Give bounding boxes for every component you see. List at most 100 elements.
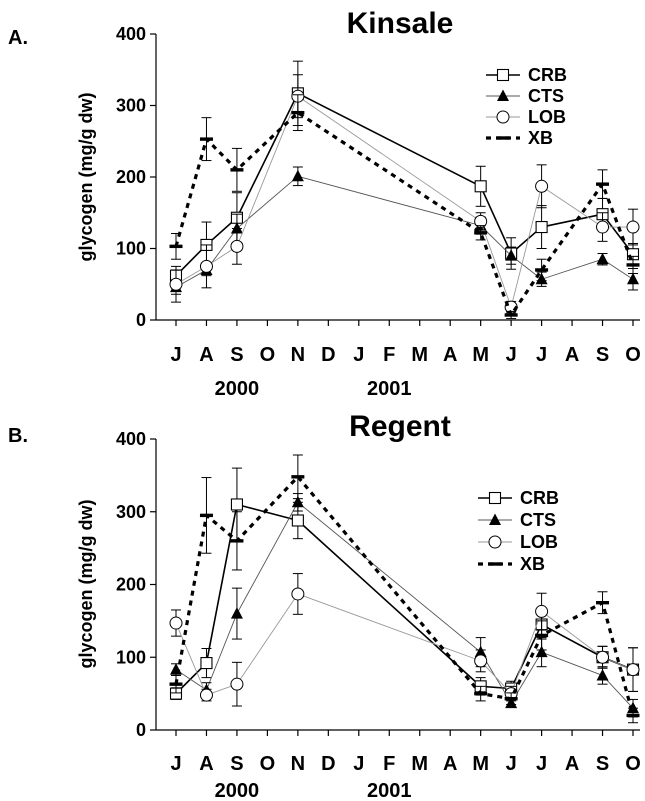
legend-label: CRB bbox=[528, 65, 567, 85]
series-line bbox=[174, 475, 635, 716]
legend-marker bbox=[496, 110, 510, 124]
chart-title: Regent bbox=[349, 410, 451, 443]
series-line bbox=[175, 175, 634, 288]
x-tick-label: O bbox=[260, 344, 276, 366]
series-xb bbox=[169, 94, 640, 320]
data-point bbox=[199, 513, 213, 518]
series-line bbox=[174, 111, 635, 317]
x-tick-label: O bbox=[625, 753, 641, 775]
x-tick-label: A bbox=[199, 344, 213, 366]
series-xb bbox=[169, 454, 640, 724]
data-point bbox=[626, 220, 640, 234]
legend-marker bbox=[496, 68, 510, 82]
data-point bbox=[169, 682, 183, 686]
x-tick-label: M bbox=[411, 753, 428, 775]
data-point bbox=[474, 180, 487, 193]
x-tick-label: J bbox=[506, 344, 517, 366]
data-point bbox=[291, 495, 304, 508]
y-tick-label: 300 bbox=[116, 96, 146, 116]
data-point bbox=[169, 277, 183, 291]
series-lob bbox=[169, 74, 640, 314]
x-tick-label: S bbox=[230, 753, 243, 775]
y-tick-label: 100 bbox=[116, 647, 146, 667]
x-tick-label: M bbox=[472, 753, 489, 775]
legend-marker bbox=[489, 513, 501, 525]
x-tick-label: S bbox=[596, 344, 609, 366]
y-tick-label: 300 bbox=[116, 502, 146, 522]
data-point bbox=[170, 663, 182, 675]
data-point bbox=[291, 110, 305, 115]
data-point bbox=[291, 475, 305, 479]
x-tick-label: M bbox=[472, 344, 489, 366]
data-point bbox=[505, 249, 518, 261]
legend-label: XB bbox=[520, 554, 545, 574]
legend-marker bbox=[496, 136, 510, 140]
y-tick-label: 100 bbox=[116, 239, 146, 259]
x-tick-label: A bbox=[565, 753, 579, 775]
y-tick-label: 0 bbox=[136, 310, 146, 330]
legend-label: LOB bbox=[528, 107, 566, 127]
data-point bbox=[596, 182, 610, 186]
panel-regent: B. Regent glycogen (mg/g dw) 0 100 200 300 4… bbox=[8, 410, 641, 801]
x-tick-label: J bbox=[506, 753, 517, 775]
x-tick-label: M bbox=[411, 344, 428, 366]
x-tick-label: J bbox=[170, 344, 181, 366]
legend-label: LOB bbox=[520, 532, 558, 552]
x-tick-label: F bbox=[383, 753, 395, 775]
series-cts bbox=[170, 166, 639, 295]
data-point bbox=[535, 633, 549, 638]
x-tick-label: D bbox=[321, 753, 335, 775]
y-tick-label: 400 bbox=[116, 429, 146, 449]
x-tick-label: S bbox=[596, 753, 609, 775]
data-point bbox=[230, 498, 243, 511]
data-point bbox=[200, 657, 213, 670]
x-tick-label: J bbox=[170, 753, 181, 775]
data-point bbox=[535, 645, 548, 658]
x-tick-label: A bbox=[199, 753, 213, 775]
legend-label: CTS bbox=[528, 86, 564, 106]
x-tick-label: O bbox=[260, 753, 276, 775]
data-point bbox=[504, 697, 518, 701]
data-point bbox=[596, 600, 610, 605]
x-tick-label: J bbox=[353, 344, 364, 366]
data-point bbox=[291, 514, 304, 527]
legend-marker bbox=[488, 535, 502, 549]
data-point bbox=[199, 259, 213, 273]
data-point bbox=[535, 221, 548, 234]
data-point bbox=[596, 252, 609, 265]
data-point bbox=[474, 231, 488, 235]
data-point bbox=[596, 220, 610, 234]
data-point bbox=[169, 244, 183, 249]
y-tick-label: 400 bbox=[116, 24, 146, 44]
y-tick-label: 200 bbox=[116, 575, 146, 595]
year-label: 2001 bbox=[367, 780, 412, 801]
data-point bbox=[627, 272, 639, 285]
x-tick-label: S bbox=[230, 344, 243, 366]
y-tick-label: 0 bbox=[136, 720, 146, 740]
data-point bbox=[230, 239, 244, 253]
x-tick-label: F bbox=[383, 344, 395, 366]
data-point bbox=[230, 607, 243, 619]
x-tick-label: J bbox=[536, 344, 547, 366]
legend-label: CRB bbox=[520, 488, 559, 508]
data-point bbox=[626, 663, 640, 677]
x-tick-label: O bbox=[625, 344, 641, 366]
data-point bbox=[199, 688, 213, 702]
data-point bbox=[596, 668, 609, 681]
data-point bbox=[230, 221, 243, 234]
data-point bbox=[199, 137, 213, 141]
panel-kinsale: A. Kinsale glycogen (mg/g dw) 0 100 200 300… bbox=[8, 7, 641, 400]
legend-marker bbox=[488, 562, 502, 566]
year-label: 2001 bbox=[367, 378, 412, 400]
year-label: 2000 bbox=[215, 780, 260, 801]
data-point bbox=[626, 263, 640, 267]
x-tick-label: A bbox=[443, 753, 457, 775]
data-point bbox=[291, 587, 305, 601]
x-tick-label: D bbox=[321, 344, 335, 366]
y-axis-label: glycogen (mg/g dw) bbox=[76, 499, 96, 668]
data-point bbox=[504, 313, 518, 317]
series-line bbox=[175, 593, 634, 696]
x-tick-label: A bbox=[443, 344, 457, 366]
data-point bbox=[535, 268, 549, 272]
